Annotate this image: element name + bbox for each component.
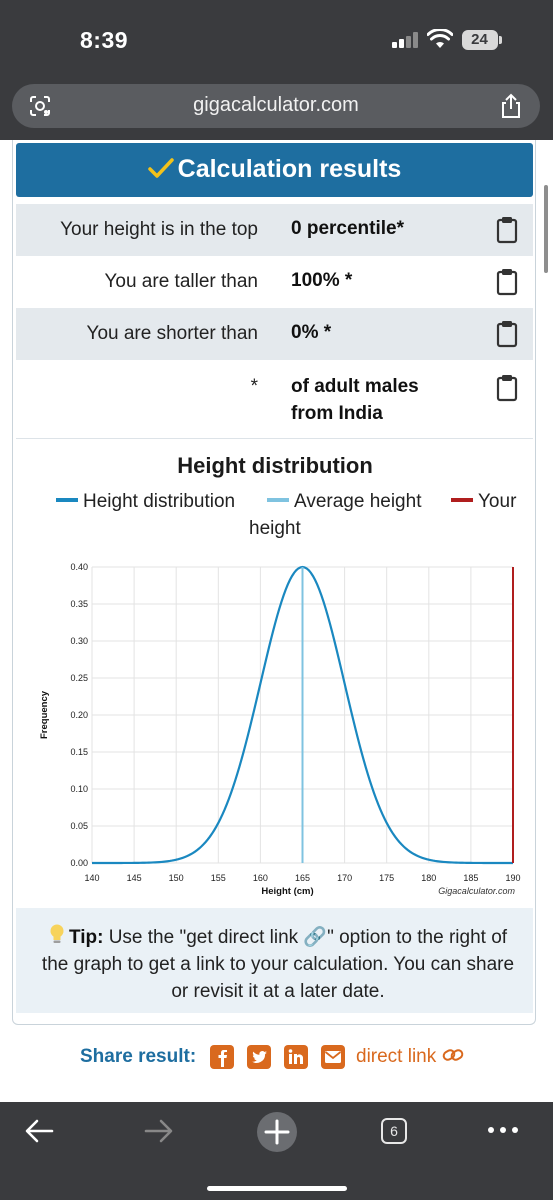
row-value: 100% * — [291, 270, 353, 291]
chart-credit: Gigacalculator.com — [438, 886, 515, 896]
facebook-icon[interactable] — [210, 1045, 234, 1069]
x-tick-label: 170 — [337, 873, 352, 883]
row-label: Your height is in the top — [60, 219, 258, 240]
results-title: Calculation results — [177, 155, 402, 183]
address-bar[interactable]: gigacalculator.com — [12, 84, 540, 128]
home-indicator — [207, 1186, 347, 1191]
direct-link-button[interactable]: direct link — [356, 1046, 464, 1068]
x-tick-label: 190 — [505, 873, 520, 883]
battery-level: 24 — [471, 31, 488, 48]
link-icon — [442, 1049, 463, 1061]
population-line-1: of adult males — [291, 376, 419, 397]
y-tick-label: 0.05 — [70, 821, 88, 831]
row-label: * — [250, 376, 258, 397]
share-row: Share result: direct link — [0, 1040, 553, 1074]
x-axis-label: Height (cm) — [261, 886, 313, 897]
legend-your-height-line2: height — [249, 518, 301, 539]
forward-icon[interactable] — [142, 1118, 174, 1144]
x-tick-label: 145 — [127, 873, 142, 883]
back-icon[interactable] — [24, 1118, 56, 1144]
tip-text: Tip: Use the "get direct link 🔗" option … — [40, 924, 516, 1005]
result-row-percentile: Your height is in the top 0 percentile* — [16, 204, 533, 256]
clipboard-icon[interactable] — [496, 320, 518, 348]
row-label: You are shorter than — [86, 323, 258, 344]
check-icon — [147, 158, 174, 179]
legend-swatch — [267, 497, 289, 502]
population-line-2: from India — [291, 403, 383, 424]
results-panel: Calculation results Your height is in th… — [12, 140, 536, 1025]
url-text: gigacalculator.com — [193, 94, 359, 116]
x-tick-label: 165 — [295, 873, 310, 883]
scrollbar[interactable] — [544, 185, 548, 273]
share-icon[interactable] — [498, 93, 524, 119]
legend-label: Your — [478, 491, 517, 512]
x-tick-label: 160 — [253, 873, 268, 883]
row-label: You are taller than — [104, 271, 258, 292]
y-tick-label: 0.35 — [70, 599, 88, 609]
clipboard-icon[interactable] — [496, 268, 518, 296]
y-tick-label: 0.40 — [70, 562, 88, 572]
tip-label: Tip: — [68, 927, 104, 948]
bulb-icon — [50, 924, 64, 943]
wifi-icon — [427, 29, 453, 48]
y-tick-label: 0.30 — [70, 636, 88, 646]
y-tick-label: 0.10 — [70, 784, 88, 794]
y-tick-label: 0.25 — [70, 673, 88, 683]
legend-height-distribution[interactable]: Height distribution — [56, 491, 235, 513]
clipboard-icon[interactable] — [496, 216, 518, 244]
email-icon[interactable] — [321, 1045, 345, 1069]
legend-label: Average height — [294, 491, 422, 512]
row-value: 0 percentile* — [291, 218, 404, 239]
x-tick-label: 180 — [421, 873, 436, 883]
status-bar: 8:39 24 — [0, 0, 553, 82]
tabs-icon[interactable]: 6 — [381, 1118, 407, 1144]
direct-link-label: direct link — [356, 1046, 437, 1067]
result-row-population: * of adult males from India — [16, 362, 533, 439]
clipboard-icon[interactable] — [496, 374, 518, 402]
legend-average-height[interactable]: Average height — [267, 491, 421, 513]
status-time: 8:39 — [80, 27, 129, 53]
linkedin-icon[interactable] — [284, 1045, 308, 1069]
x-tick-label: 185 — [463, 873, 478, 883]
twitter-icon[interactable] — [247, 1045, 271, 1069]
new-tab-icon — [264, 1119, 290, 1145]
y-tick-label: 0.15 — [70, 747, 88, 757]
tip-body: Use the "get direct link 🔗" option to th… — [41, 927, 515, 1002]
lens-icon[interactable] — [28, 95, 52, 117]
tip-box: Tip: Use the "get direct link 🔗" option … — [16, 908, 533, 1013]
battery-icon: 24 — [462, 30, 498, 50]
x-tick-label: 150 — [169, 873, 184, 883]
legend-label: Height distribution — [83, 491, 236, 512]
more-icon[interactable] — [486, 1126, 520, 1134]
chart-title: Height distribution — [177, 453, 373, 478]
browser-bottom-bar: 6 — [0, 1102, 553, 1200]
row-value: of adult males from India — [291, 373, 419, 427]
y-tick-label: 0.20 — [70, 710, 88, 720]
row-value: 0% * — [291, 322, 332, 343]
x-tick-label: 175 — [379, 873, 394, 883]
x-tick-label: 140 — [84, 873, 99, 883]
height-distribution-chart: 140 145 150 155 160 165 170 175 180 185 190 0.00 0.0… — [39, 562, 521, 897]
y-tick-label: 0.00 — [70, 858, 88, 868]
legend-swatch — [56, 497, 78, 502]
legend-your-height[interactable]: Your — [451, 491, 516, 513]
y-axis-label: Frequency — [39, 690, 50, 739]
signal-icon — [392, 32, 420, 48]
browser-toolbar: gigacalculator.com — [0, 82, 553, 140]
result-row-taller: You are taller than 100% * — [16, 256, 533, 308]
legend-swatch — [451, 497, 473, 502]
share-label: Share result: — [80, 1046, 197, 1067]
new-tab-button[interactable] — [257, 1112, 297, 1152]
x-tick-label: 155 — [211, 873, 226, 883]
results-header: Calculation results — [16, 143, 533, 197]
result-row-shorter: You are shorter than 0% * — [16, 308, 533, 360]
